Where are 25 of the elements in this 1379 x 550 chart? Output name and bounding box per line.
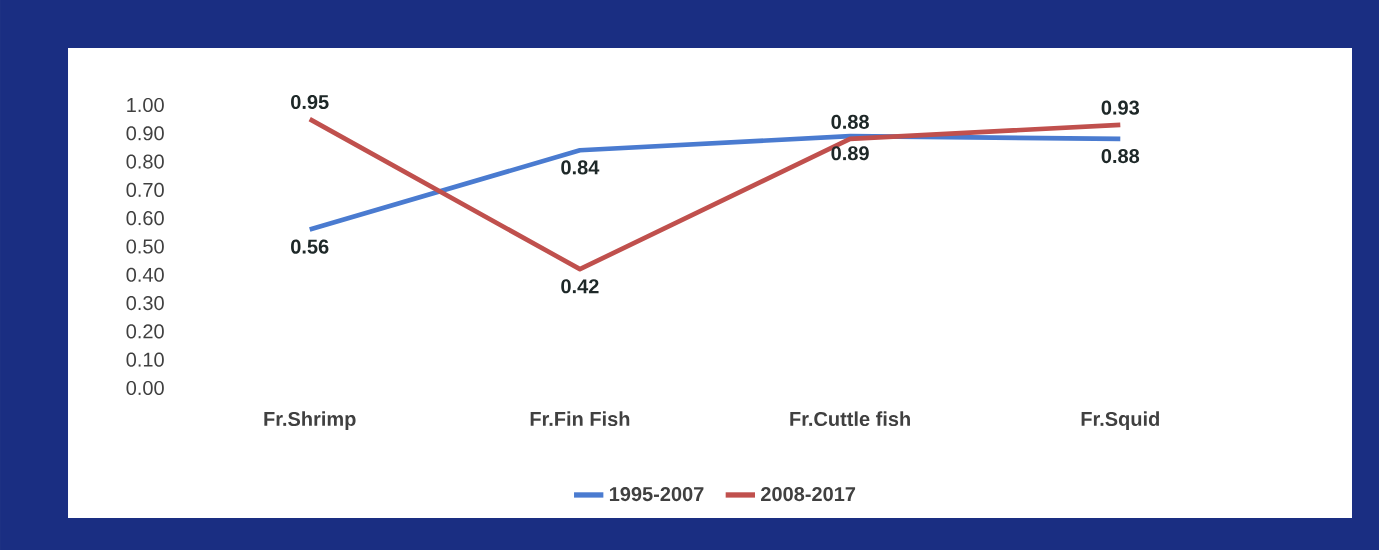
y-tick-label: 0.80 [126, 154, 164, 169]
x-tick-label: Fr.Fin Fish [530, 411, 630, 427]
x-tick-label: Fr.Squid [1081, 411, 1159, 430]
y-tick-label: 0.90 [126, 126, 164, 141]
y-tick-label: 0.60 [126, 211, 164, 226]
legend-label: 2008-2017 [761, 486, 856, 502]
data-label: 0.89 [831, 146, 869, 161]
data-label: 0.42 [561, 279, 599, 294]
y-tick-label: 1.00 [127, 97, 164, 113]
y-tick-label: 0.30 [126, 296, 164, 311]
y-tick-label: 0.10 [126, 352, 164, 367]
y-tick-label: 0.20 [126, 324, 164, 339]
data-label: 0.56 [291, 239, 329, 254]
y-tick-label: 0.00 [126, 380, 164, 396]
x-tick-label: Fr.Shrimp [264, 411, 356, 430]
data-label: 0.95 [291, 94, 329, 110]
data-label: 0.84 [561, 160, 600, 175]
data-label: 0.93 [1101, 100, 1140, 115]
y-tick-label: 0.50 [126, 239, 164, 254]
x-tick-label: Fr.Cuttle fish [790, 411, 910, 427]
legend-label: 1995-2007 [609, 486, 704, 502]
data-label: 0.88 [1101, 148, 1140, 164]
y-tick-label: 0.70 [126, 182, 164, 197]
y-tick-label: 0.40 [126, 267, 164, 282]
data-label: 0.88 [831, 114, 869, 129]
